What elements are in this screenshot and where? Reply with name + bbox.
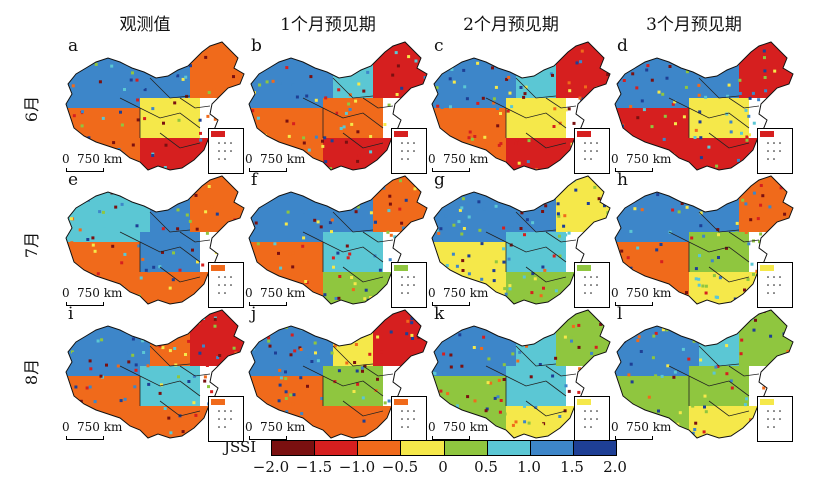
legend-tick-label: 1.0 — [517, 458, 541, 476]
scale-bar: 0 750 km — [62, 420, 162, 440]
panel-letter: l — [617, 304, 623, 324]
legend-swatch — [487, 441, 531, 455]
legend-swatch — [444, 441, 488, 455]
china-map — [614, 175, 794, 305]
legend-tick-label: 0.5 — [474, 458, 498, 476]
scale-bar: 0 750 km — [428, 420, 528, 440]
legend-swatch — [401, 441, 445, 455]
map-panel-f: f 0 750 km — [243, 170, 433, 312]
legend-ticks: −2.0 −1.5 −1.0 −0.5 0 0.5 1.0 1.5 2.0 — [245, 458, 645, 478]
column-title-lead-3: 3个月预见期 — [646, 15, 742, 35]
south-china-sea-inset — [208, 262, 244, 308]
map-panel-i: i 0 750 km — [60, 304, 250, 446]
column-title-lead-1: 1个月预见期 — [280, 15, 376, 35]
row-label-august: 8月 — [22, 358, 41, 386]
south-china-sea-inset — [391, 262, 427, 308]
south-china-sea-inset — [391, 128, 427, 174]
china-map — [248, 41, 428, 171]
scale-bar: 0 750 km — [611, 420, 711, 440]
panel-letter: h — [617, 170, 628, 190]
map-panel-k: k 0 750 km — [426, 304, 616, 446]
legend-tick-label: 2.0 — [603, 458, 627, 476]
scale-bar: 0 750 km — [62, 286, 162, 306]
south-china-sea-inset — [574, 262, 610, 308]
south-china-sea-inset — [757, 262, 793, 308]
panel-letter: e — [68, 170, 79, 190]
scale-bar: 0 750 km — [245, 152, 345, 172]
scale-bar: 0 750 km — [611, 286, 711, 306]
map-panel-h: h 0 750 km — [609, 170, 799, 312]
china-map — [614, 41, 794, 171]
scale-bar: 0 750 km — [245, 420, 345, 440]
south-china-sea-inset — [574, 396, 610, 442]
panel-letter: j — [251, 304, 257, 324]
legend-tick-label: −2.0 — [252, 458, 290, 476]
china-map — [614, 309, 794, 439]
legend-tick-label: 1.5 — [560, 458, 584, 476]
panel-letter: f — [251, 170, 258, 190]
panel-letter: b — [251, 36, 262, 56]
legend-swatch — [530, 441, 574, 455]
map-panel-b: b 0 750 km — [243, 36, 433, 178]
panel-letter: c — [434, 36, 444, 56]
map-panel-d: d 0 750 km — [609, 36, 799, 178]
panel-letter: k — [434, 304, 445, 324]
panel-letter: d — [617, 36, 628, 56]
china-map — [65, 175, 245, 305]
row-label-july: 7月 — [22, 231, 41, 259]
china-map — [431, 309, 611, 439]
scale-bar: 0 750 km — [62, 152, 162, 172]
china-map — [65, 309, 245, 439]
south-china-sea-inset — [391, 396, 427, 442]
legend-tick-label: −1.5 — [295, 458, 333, 476]
map-panel-a: a 0 750 km — [60, 36, 250, 178]
china-map — [65, 41, 245, 171]
map-panel-c: c 0 750 km — [426, 36, 616, 178]
scale-bar: 0 750 km — [428, 152, 528, 172]
legend-swatch — [358, 441, 402, 455]
panel-letter: a — [68, 36, 79, 56]
map-panel-e: e 0 750 km — [60, 170, 250, 312]
south-china-sea-inset — [757, 396, 793, 442]
scale-bar: 0 750 km — [611, 152, 711, 172]
scale-bar: 0 750 km — [428, 286, 528, 306]
legend-tick-label: −1.0 — [338, 458, 376, 476]
south-china-sea-inset — [208, 396, 244, 442]
column-title-observed: 观测值 — [119, 15, 171, 35]
scale-bar: 0 750 km — [245, 286, 345, 306]
legend-title: JSSI — [224, 438, 257, 456]
row-label-june: 6月 — [22, 95, 41, 123]
panel-letter: i — [68, 304, 74, 324]
china-map — [248, 175, 428, 305]
legend-swatch — [573, 441, 616, 455]
china-map — [431, 175, 611, 305]
map-panel-j: j 0 750 km — [243, 304, 433, 446]
column-title-lead-2: 2个月预见期 — [463, 15, 559, 35]
panel-letter: g — [434, 170, 445, 190]
legend-swatch — [272, 441, 316, 455]
legend-tick-label: 0 — [438, 458, 448, 476]
map-panel-l: l 0 750 km — [609, 304, 799, 446]
legend-colorbar — [271, 440, 617, 456]
south-china-sea-inset — [208, 128, 244, 174]
legend-tick-label: −0.5 — [381, 458, 419, 476]
map-panel-g: g 0 750 km — [426, 170, 616, 312]
legend-swatch — [315, 441, 359, 455]
south-china-sea-inset — [574, 128, 610, 174]
south-china-sea-inset — [757, 128, 793, 174]
